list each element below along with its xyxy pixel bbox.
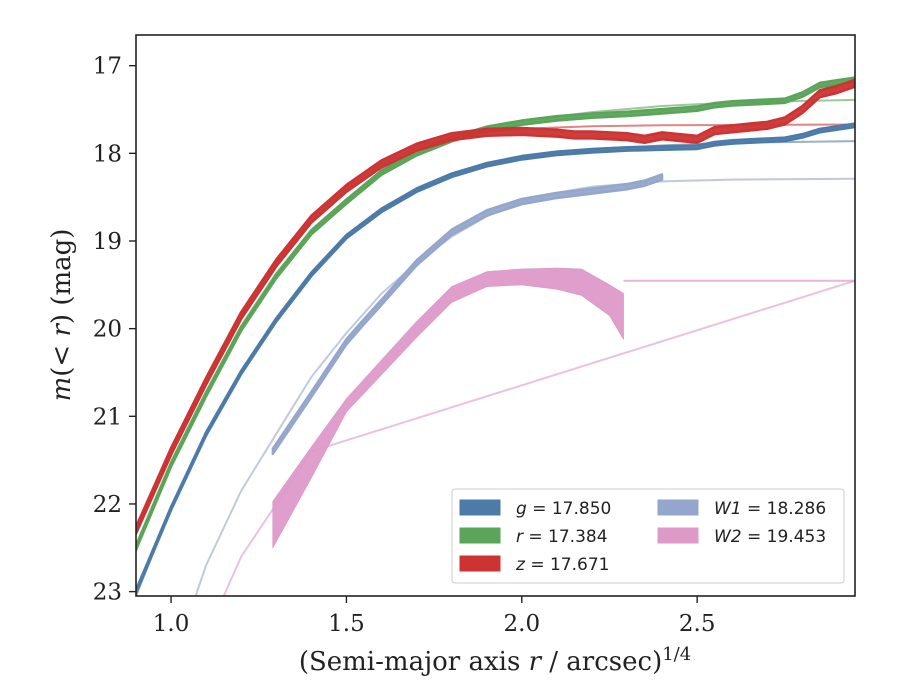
legend-box [451, 488, 845, 584]
y-tick-label: 18 [93, 141, 122, 167]
y-tick-label: 20 [93, 317, 122, 343]
x-tick-label: 2.0 [504, 611, 541, 637]
y-tick-label: 21 [93, 404, 122, 430]
legend-swatch-w1 [657, 499, 699, 516]
x-tick-label: 1.0 [153, 611, 190, 637]
legend: g = 17.850 r = 17.384 z = 17.671 W1 = 18.28… [451, 488, 845, 584]
legend-label-g: g = 17.850 [516, 499, 611, 519]
legend-label-w2: W2 = 19.453 [714, 527, 826, 547]
series-layer [136, 76, 855, 596]
series-band-z [136, 78, 855, 535]
legend-swatch-g [459, 499, 501, 516]
series-band-w2 [272, 267, 624, 549]
series-band-w1 [271, 173, 664, 456]
y-tick-label: 19 [93, 229, 122, 255]
y-axis-label: m(< r) (mag) [47, 229, 77, 402]
legend-label-z: z = 17.671 [515, 555, 609, 575]
x-tick-label: 1.5 [328, 611, 365, 637]
y-tick-label: 23 [93, 580, 122, 606]
x-axis-label: (Semi-major axis r / arcsec)1/4 [299, 644, 691, 677]
legend-label-w1: W1 = 18.286 [714, 499, 826, 519]
y-axis: 17 18 19 20 21 22 23 [93, 54, 136, 606]
series-band-g [136, 122, 855, 595]
plot-frame [135, 34, 856, 597]
legend-swatch-z [459, 555, 501, 572]
x-axis: 1.0 1.5 2.0 2.5 [153, 596, 716, 637]
x-tick-label: 2.5 [679, 611, 716, 637]
legend-swatch-r [459, 527, 501, 544]
legend-label-r: r = 17.384 [516, 527, 608, 547]
y-tick-label: 22 [93, 492, 122, 518]
y-tick-label: 17 [93, 54, 122, 80]
legend-swatch-w2 [657, 527, 699, 544]
